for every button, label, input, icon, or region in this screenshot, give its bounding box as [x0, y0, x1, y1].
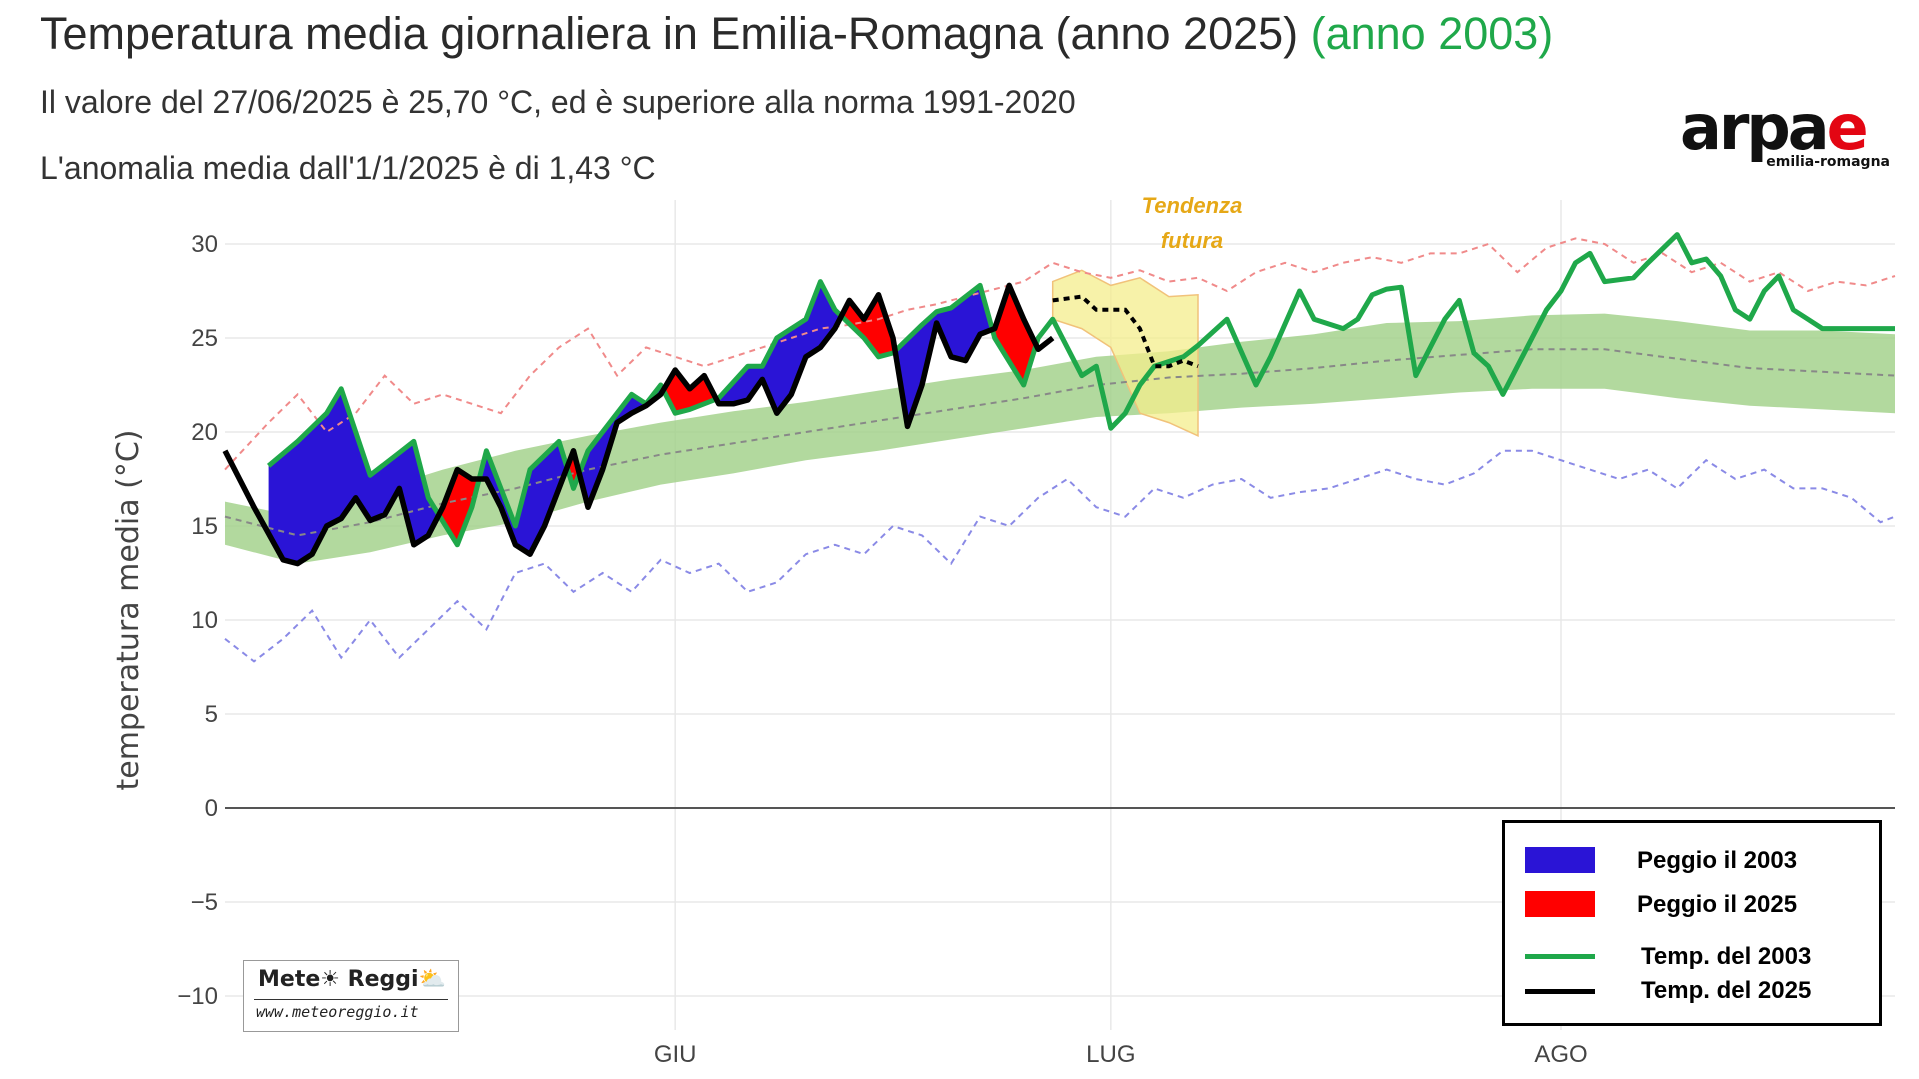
tendenza-label-1: Tendenza [1142, 193, 1243, 218]
series-line-2025 [222, 282, 1055, 567]
legend-label-worse-2025: Peggio il 2025 [1637, 891, 1798, 918]
legend-swatch-temp-2003 [1525, 954, 1595, 959]
normal-range-band [225, 313, 1895, 564]
chart-axes: 30 25 20 15 10 5 0 −5 −10 GIU LUG AGO [177, 231, 1895, 1068]
series-line-2003 [266, 232, 1895, 548]
chart-bands [225, 269, 1895, 564]
chart-title-row: Temperatura media giornaliera in Emilia-… [40, 8, 1553, 60]
chart-title: Temperatura media giornaliera in Emilia-… [40, 8, 1299, 59]
y-tick-label: −10 [177, 983, 218, 1010]
logo-word: arpa [1680, 91, 1830, 164]
watermark-divider [254, 999, 448, 1000]
arpae-logo: arpae emilia-romagna [1680, 97, 1890, 178]
worse-2025-area [994, 285, 1039, 385]
y-tick-label: 20 [191, 419, 218, 446]
y-tick-label: 25 [191, 325, 218, 352]
worse-2003-area [268, 388, 440, 564]
worse-2003-area [718, 281, 843, 414]
chart-lines [222, 232, 1896, 663]
forecast-line-2025 [1052, 294, 1199, 369]
x-tick-label: LUG [1086, 1041, 1135, 1068]
watermark-url: www.meteoreggio.it [256, 1003, 419, 1021]
legend-label-temp-2003: Temp. del 2003 [1641, 943, 1812, 970]
meteoreggio-watermark: Mete☀ Reggi⛅ www.meteoreggio.it [243, 960, 459, 1032]
legend-swatch-worse-2003 [1525, 847, 1595, 873]
chart-title-alt-year: (anno 2003) [1310, 8, 1554, 59]
y-tick-label: 5 [205, 701, 218, 728]
historical-max-line [224, 237, 1896, 471]
watermark-title: Mete☀ Reggi⛅ [258, 967, 446, 992]
worse-2025-area [439, 469, 480, 545]
legend-label-temp-2025: Temp. del 2025 [1641, 977, 1812, 1004]
y-tick-label: 30 [191, 231, 218, 258]
subtitle-value: Il valore del 27/06/2025 è 25,70 °C, ed … [40, 84, 1076, 120]
forecast-range-band [1051, 269, 1199, 437]
logo-subtitle: emilia-romagna [1766, 154, 1890, 170]
logo-word-end: e [1826, 91, 1869, 164]
legend-swatch-temp-2025 [1525, 989, 1595, 994]
y-tick-label: 10 [191, 607, 218, 634]
x-tick-label: GIU [654, 1041, 697, 1068]
legend-label-worse-2003: Peggio il 2003 [1637, 847, 1798, 874]
x-tick-label: AGO [1534, 1041, 1587, 1068]
worse-2003-area [896, 285, 995, 427]
subtitle-anomaly: L'anomalia media dall'1/1/2025 è di 1,43… [40, 150, 656, 186]
y-axis-label: temperatura media (°C) [111, 429, 146, 790]
tendenza-label-2: futura [1161, 228, 1223, 253]
normal-mean-line [224, 348, 1896, 537]
y-tick-label: −5 [191, 889, 218, 916]
legend-swatch-worse-2025 [1525, 891, 1595, 917]
y-tick-label: 0 [205, 795, 218, 822]
y-tick-label: 15 [191, 513, 218, 540]
chart-legend: Peggio il 2003 Peggio il 2025 Temp. del … [1502, 820, 1882, 1026]
